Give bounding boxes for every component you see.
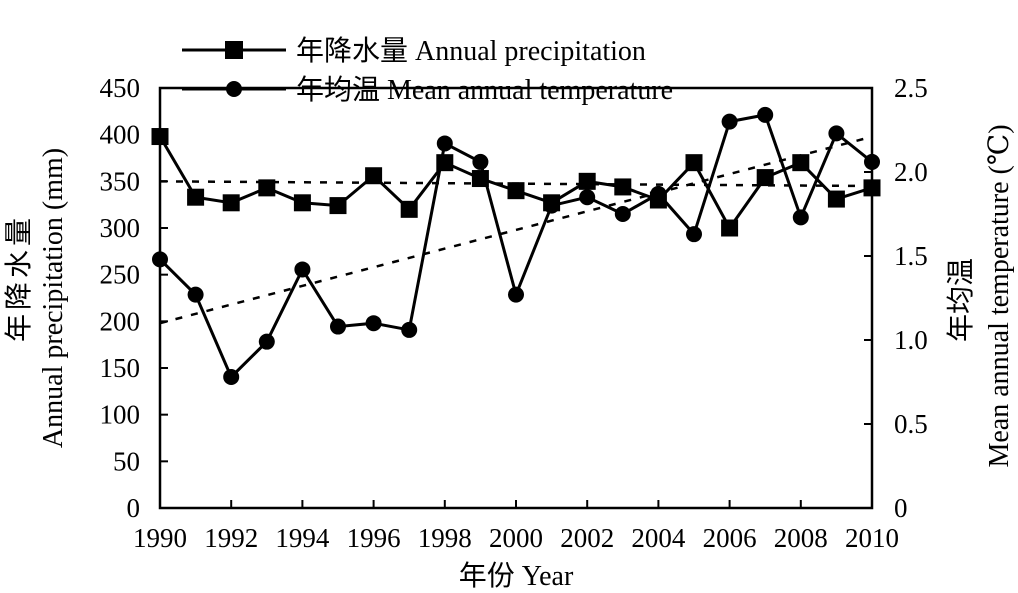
x-tick-label-3: 1996 <box>347 523 401 553</box>
point-precip-2008 <box>792 154 810 172</box>
point-temp-1992 <box>223 368 240 385</box>
y-right-tick-label-1: 0.5 <box>894 409 928 439</box>
point-precip-1991 <box>187 188 205 206</box>
y-right-tick-label-2: 1.0 <box>894 325 928 355</box>
left-axis-ticks: 0 50 100 150 200 250 300 350 400 450 <box>100 73 168 523</box>
x-tick-label-0: 1990 <box>133 523 187 553</box>
y-left-tick-label-7: 350 <box>100 166 141 196</box>
x-tick-label-2: 1994 <box>275 523 330 553</box>
point-temp-1994 <box>294 261 311 278</box>
point-precip-1993 <box>258 179 276 197</box>
point-temp-2009 <box>828 125 845 142</box>
x-tick-label-8: 2006 <box>703 523 757 553</box>
y-left-tick-label-8: 400 <box>100 120 141 150</box>
trend-line-temp <box>159 135 873 325</box>
point-precip-1992 <box>222 194 240 212</box>
y-left-tick-label-2: 100 <box>100 400 141 430</box>
point-precip-2005 <box>685 154 703 172</box>
point-temp-2003 <box>614 206 631 222</box>
legend-precip-marker <box>225 41 243 59</box>
point-temp-1996 <box>365 315 382 332</box>
point-temp-2006 <box>721 113 738 130</box>
y-left-tick-label-0: 0 <box>127 493 141 523</box>
point-temp-2001 <box>543 197 560 214</box>
legend: 年降水量 Annual precipitation 年均温 Mean annua… <box>182 35 673 106</box>
y-right-tick-label-5: 2.5 <box>894 73 928 103</box>
y-left-tick-label-6: 300 <box>100 213 141 243</box>
point-temp-1995 <box>330 318 346 335</box>
point-precip-1997 <box>400 200 418 218</box>
x-tick-label-10: 2010 <box>845 523 899 553</box>
legend-temp-label: 年均温 Mean annual temperature <box>296 74 673 106</box>
point-temp-1990 <box>152 251 168 268</box>
point-temp-2008 <box>792 209 809 226</box>
x-tick-label-6: 2002 <box>560 523 614 553</box>
point-temp-1991 <box>187 286 204 303</box>
point-temp-2000 <box>508 286 524 303</box>
y-left-tick-label-9: 450 <box>100 73 141 103</box>
y-right-tick-label-4: 2.0 <box>894 157 928 187</box>
y-left-tick-label-1: 50 <box>113 446 140 476</box>
point-precip-2000 <box>507 182 525 200</box>
point-precip-1990 <box>151 128 169 146</box>
point-temp-2002 <box>579 189 596 206</box>
x-axis-title: 年份 Year <box>459 560 574 592</box>
point-precip-2007 <box>756 169 774 187</box>
point-temp-1998 <box>436 135 453 152</box>
point-precip-2010 <box>863 179 881 197</box>
point-precip-2006 <box>721 219 739 237</box>
y-right-tick-label-0: 0 <box>894 493 908 523</box>
point-precip-1994 <box>293 194 311 212</box>
legend-precip-label: 年降水量 Annual precipitation <box>296 35 646 67</box>
y-left-tick-label-4: 200 <box>100 306 141 336</box>
x-tick-label-5: 2000 <box>489 523 543 553</box>
y-right-title-en: Mean annual temperature (℃) <box>984 124 1015 467</box>
legend-temp-marker <box>226 81 242 97</box>
point-temp-1999 <box>472 153 489 170</box>
y-right-title-cn: 年均温 <box>945 258 977 342</box>
right-axis-ticks: 0 0.5 1.0 1.5 2.0 2.5 <box>864 73 928 523</box>
point-temp-2004 <box>650 185 667 202</box>
point-precip-2003 <box>614 178 632 196</box>
x-tick-label-4: 1998 <box>418 523 472 553</box>
point-temp-1997 <box>401 321 418 338</box>
point-temp-2007 <box>757 106 774 123</box>
series-layer <box>151 106 881 385</box>
x-tick-label-1: 1992 <box>204 523 258 553</box>
x-tick-label-9: 2008 <box>774 523 828 553</box>
y-right-tick-label-3: 1.5 <box>894 241 928 271</box>
point-precip-2002 <box>578 172 596 190</box>
y-left-title-cn: 年降水量 <box>3 214 35 342</box>
point-precip-1995 <box>329 197 347 215</box>
y-left-tick-label-3: 150 <box>100 353 141 383</box>
x-axis-ticks: 1990 1992 1994 1996 1998 2000 2002 2004 2006 2008… <box>133 500 899 553</box>
point-temp-2005 <box>686 226 702 243</box>
y-left-title-en: Annual precipitation (mm) <box>38 148 69 448</box>
point-temp-2010 <box>864 153 880 170</box>
point-precip-2009 <box>827 190 845 208</box>
y-left-tick-label-5: 250 <box>100 260 141 290</box>
point-precip-1996 <box>365 167 383 185</box>
point-temp-1993 <box>258 333 275 350</box>
x-tick-label-7: 2004 <box>631 523 686 553</box>
